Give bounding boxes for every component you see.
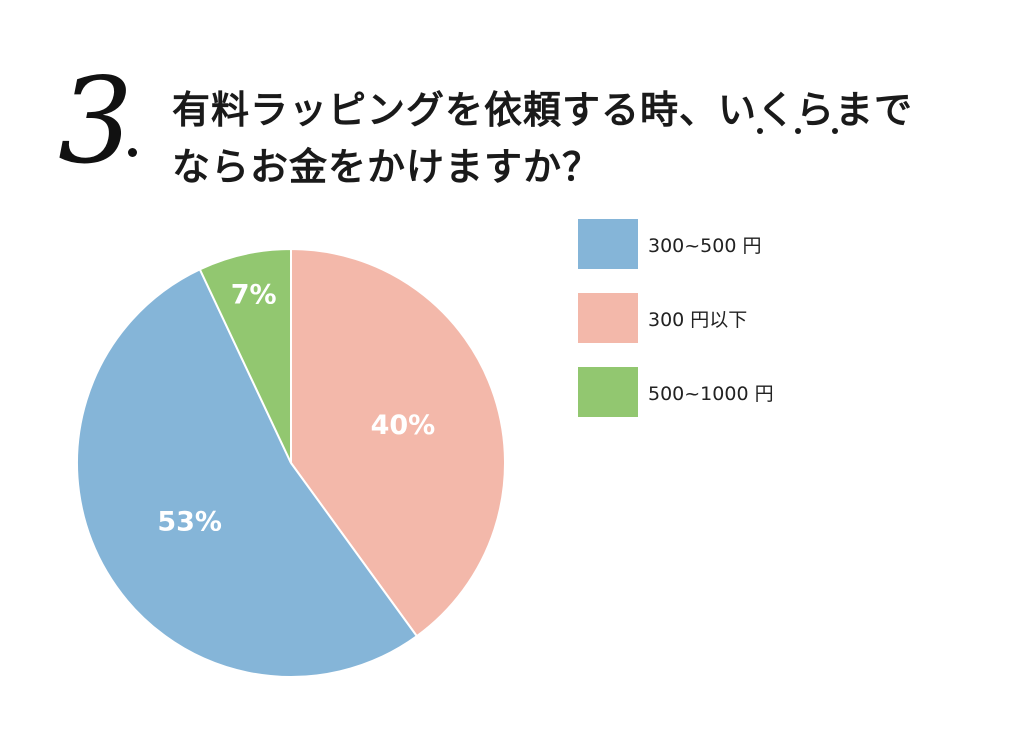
pie-slice	[290, 247, 506, 638]
slice-percent-label: 53%	[157, 506, 222, 537]
legend-label: 300~500 円	[648, 234, 762, 257]
question-number-dot	[128, 148, 137, 157]
emphasis-dot	[795, 128, 801, 134]
slice-percent-label: 40%	[371, 410, 436, 441]
question-title-line-2: ならお金をかけますか？	[172, 145, 602, 189]
legend-item: 300~500 円	[578, 219, 774, 269]
legend-label: 500~1000 円	[648, 382, 774, 405]
slice-percent-label: 7%	[231, 279, 277, 310]
pie-slice	[198, 247, 292, 464]
legend-swatch	[578, 367, 638, 417]
question-title: 有料ラッピングを依頼する時、いくらまで ならお金をかけますか？	[172, 82, 913, 196]
legend-swatch	[578, 219, 638, 269]
legend-item: 300 円以下	[578, 293, 774, 343]
emphasis-dot	[757, 128, 763, 134]
legend: 300~500 円 300 円以下 500~1000 円	[578, 219, 774, 441]
emphasis-dot	[832, 128, 838, 134]
question-number: 3	[58, 52, 134, 190]
legend-swatch	[578, 293, 638, 343]
legend-label: 300 円以下	[648, 308, 748, 331]
legend-item: 500~1000 円	[578, 367, 774, 417]
question-title-line-1: 有料ラッピングを依頼する時、いくらまで	[172, 88, 914, 132]
pie-slice	[76, 268, 419, 678]
